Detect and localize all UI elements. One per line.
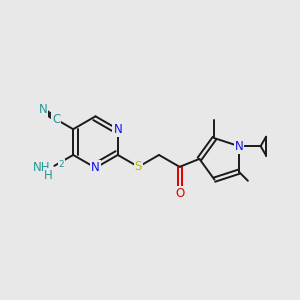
Text: N: N	[235, 140, 243, 153]
Text: S: S	[135, 160, 142, 173]
Text: N: N	[91, 161, 100, 174]
Text: C: C	[52, 113, 60, 126]
Text: O: O	[175, 187, 184, 200]
Text: N: N	[39, 103, 47, 116]
Text: H: H	[44, 169, 53, 182]
Text: NH: NH	[33, 161, 50, 174]
Text: 2: 2	[58, 160, 64, 169]
Text: N: N	[113, 123, 122, 136]
